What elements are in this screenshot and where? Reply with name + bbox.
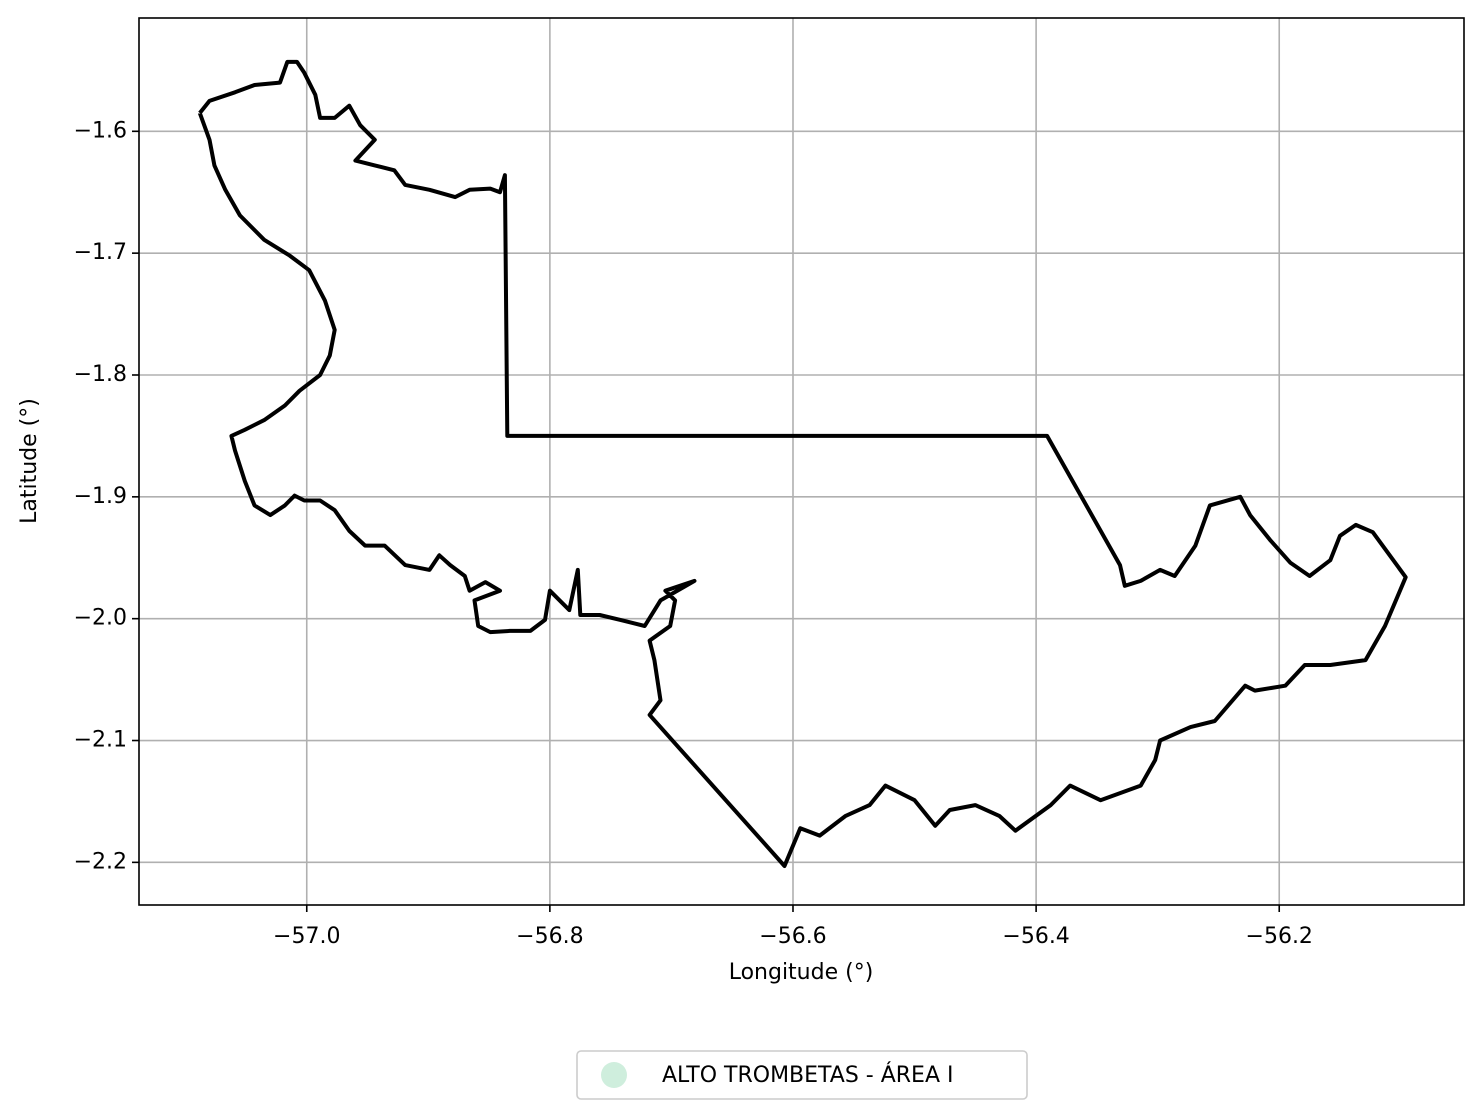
y-tick-label: −1.9: [74, 484, 127, 509]
y-axis-label: Latitude (°): [17, 398, 42, 524]
y-tick-label: −2.0: [74, 606, 127, 631]
legend-marker: [601, 1062, 627, 1088]
legend-box: [576, 1050, 1028, 1100]
x-tick-label: −56.6: [759, 924, 826, 949]
legend-label: ALTO TROMBETAS - ÁREA I: [662, 1062, 953, 1088]
y-tick-label: −1.6: [74, 118, 127, 143]
x-tick-label: −57.0: [273, 924, 340, 949]
x-tick-label: −56.2: [1246, 924, 1313, 949]
plot-frame: [138, 17, 1465, 906]
x-tick-label: −56.8: [516, 924, 583, 949]
y-tick-label: −2.1: [74, 728, 127, 753]
y-tick-label: −1.8: [74, 362, 127, 387]
y-tick-label: −2.2: [74, 849, 127, 874]
y-tick-label: −1.7: [74, 240, 127, 265]
x-axis-label: Longitude (°): [729, 960, 874, 985]
x-tick-label: −56.4: [1002, 924, 1069, 949]
boundary-line: [197, 59, 1408, 868]
